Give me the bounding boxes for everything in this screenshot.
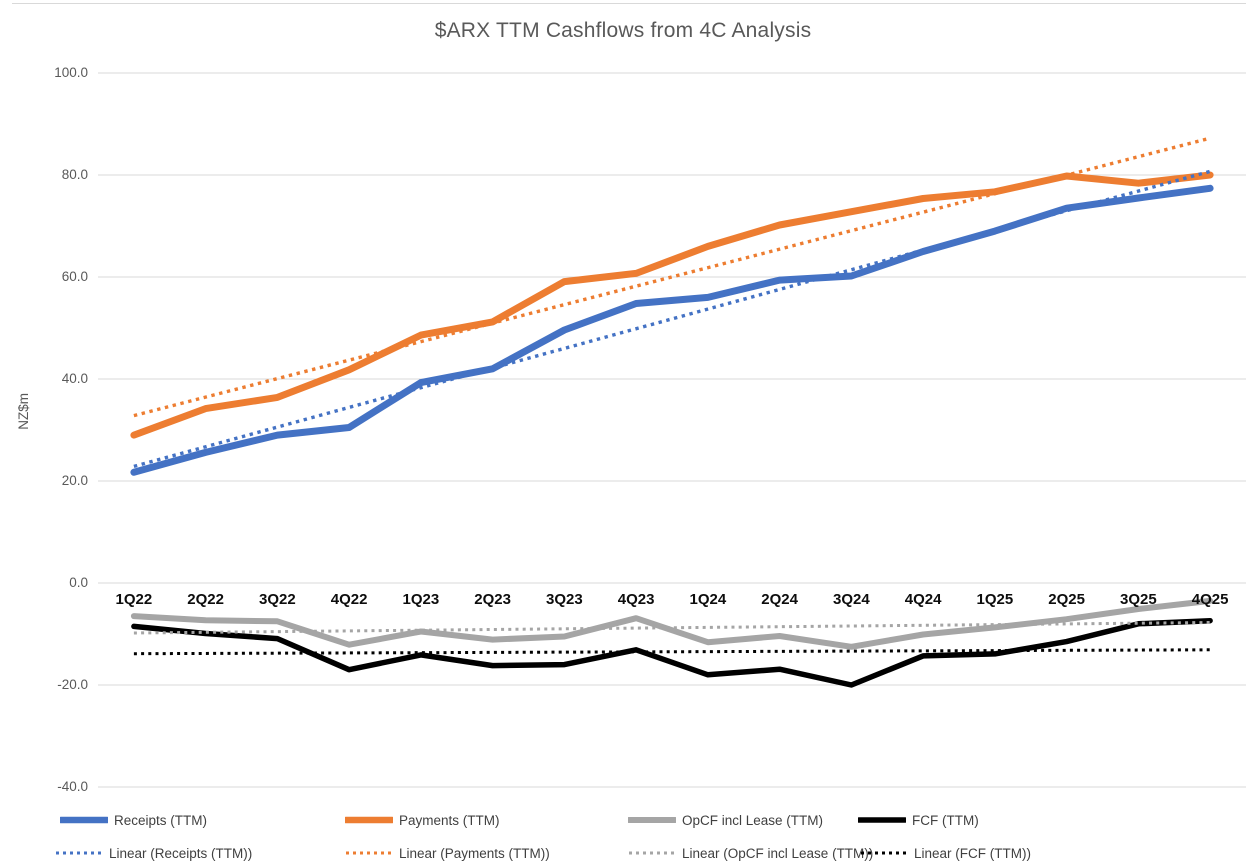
series-line-opcf-incl-lease-ttm bbox=[130, 597, 1214, 650]
legend-item-linear-fcf-ttm: Linear (FCF (TTM)) bbox=[860, 845, 1031, 861]
y-tick-label: 20.0 bbox=[61, 473, 88, 488]
series-line-fcf-ttm bbox=[131, 617, 1213, 688]
legend-swatch-receipts-ttm bbox=[60, 816, 108, 824]
legend-item-payments-ttm: Payments (TTM) bbox=[345, 812, 500, 828]
legend-label: Linear (OpCF incl Lease (TTM)) bbox=[682, 845, 874, 861]
legend-item-linear-receipts-ttm: Linear (Receipts (TTM)) bbox=[55, 845, 252, 861]
y-tick-label: 100.0 bbox=[54, 65, 88, 80]
legend-label: Receipts (TTM) bbox=[114, 812, 208, 828]
trendline-payments-ttm bbox=[133, 136, 1211, 418]
x-axis-label-3q24: 3Q24 bbox=[833, 591, 870, 608]
x-axis-label-4q23: 4Q23 bbox=[617, 591, 655, 608]
legend-item-linear-payments-ttm: Linear (Payments (TTM)) bbox=[345, 845, 550, 861]
legend-item-receipts-ttm: Receipts (TTM) bbox=[60, 812, 207, 828]
legend-label: Payments (TTM) bbox=[399, 812, 500, 828]
x-axis-label-3q22: 3Q22 bbox=[259, 591, 296, 608]
top-border-line bbox=[12, 3, 1246, 4]
series-line-payments-ttm bbox=[130, 171, 1214, 439]
x-axis-label-2q22: 2Q22 bbox=[187, 591, 224, 608]
x-axis-label-2q25: 2Q25 bbox=[1048, 591, 1085, 608]
legend-swatch-fcf-ttm bbox=[858, 817, 906, 823]
legend-swatch-linear-payments-ttm bbox=[346, 851, 392, 855]
legend-swatch-linear-receipts-ttm bbox=[56, 851, 102, 855]
legend-label: Linear (FCF (TTM)) bbox=[914, 845, 1031, 861]
x-axis-label-1q24: 1Q24 bbox=[689, 591, 727, 608]
legend-swatch-payments-ttm bbox=[345, 816, 393, 824]
legend-item-fcf-ttm: FCF (TTM) bbox=[858, 812, 979, 828]
trendline-fcf-ttm bbox=[133, 648, 1211, 656]
x-axis-label-1q22: 1Q22 bbox=[115, 591, 153, 608]
y-tick-label: -40.0 bbox=[57, 779, 88, 794]
legend-label: Linear (Receipts (TTM)) bbox=[109, 845, 253, 861]
x-axis-label-4q22: 4Q22 bbox=[330, 591, 368, 608]
legend-swatch-opcf-incl-lease-ttm bbox=[628, 817, 676, 823]
chart-title: $ARX TTM Cashflows from 4C Analysis bbox=[434, 19, 812, 42]
y-tick-label: 40.0 bbox=[61, 371, 88, 386]
legend-item-linear-opcf-incl-lease-ttm: Linear (OpCF incl Lease (TTM)) bbox=[628, 845, 873, 861]
x-axis-label-4q25: 4Q25 bbox=[1191, 591, 1229, 608]
x-axis-label-1q25: 1Q25 bbox=[976, 591, 1014, 608]
y-tick-label: 80.0 bbox=[61, 167, 88, 182]
legend-label: FCF (TTM) bbox=[912, 812, 979, 828]
legend-item-opcf-incl-lease-ttm: OpCF incl Lease (TTM) bbox=[628, 812, 823, 828]
y-tick-label: -20.0 bbox=[57, 677, 88, 692]
legend-swatch-linear-fcf-ttm bbox=[861, 851, 907, 855]
trendline-receipts-ttm bbox=[133, 169, 1211, 469]
x-axis-label-2q23: 2Q23 bbox=[474, 591, 511, 608]
x-axis-label-3q25: 3Q25 bbox=[1120, 591, 1157, 608]
x-axis-label-1q23: 1Q23 bbox=[402, 591, 440, 608]
legend-label: Linear (Payments (TTM)) bbox=[399, 845, 550, 861]
y-tick-label: 60.0 bbox=[61, 269, 88, 284]
series-line-receipts-ttm bbox=[130, 184, 1214, 476]
legend-swatch-linear-opcf-incl-lease-ttm bbox=[629, 851, 675, 855]
x-axis-label-3q23: 3Q23 bbox=[546, 591, 583, 608]
x-axis-label-4q24: 4Q24 bbox=[904, 591, 942, 608]
x-axis-label-2q24: 2Q24 bbox=[761, 591, 798, 608]
y-tick-label: 0.0 bbox=[69, 575, 88, 590]
legend-label: OpCF incl Lease (TTM) bbox=[682, 812, 824, 828]
